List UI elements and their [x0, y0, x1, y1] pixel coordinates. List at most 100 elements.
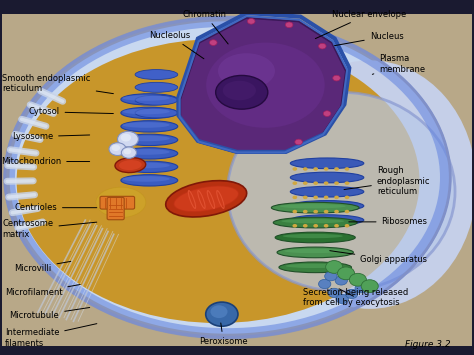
Text: Nucleolus: Nucleolus [149, 31, 204, 59]
Circle shape [313, 167, 318, 171]
Ellipse shape [218, 53, 275, 89]
Ellipse shape [119, 160, 142, 170]
Text: Centrosome
matrix: Centrosome matrix [2, 219, 97, 239]
Ellipse shape [96, 187, 146, 217]
Circle shape [324, 167, 328, 171]
Ellipse shape [275, 232, 356, 243]
Ellipse shape [228, 92, 455, 291]
Circle shape [292, 196, 297, 199]
Text: Peroxisome: Peroxisome [199, 323, 248, 346]
Bar [472, 0, 474, 355]
Ellipse shape [122, 136, 170, 141]
Ellipse shape [174, 186, 238, 212]
Bar [0, 0, 474, 14]
FancyBboxPatch shape [107, 197, 124, 220]
Ellipse shape [283, 234, 343, 238]
Circle shape [337, 267, 355, 280]
Circle shape [303, 167, 308, 171]
Ellipse shape [17, 39, 419, 323]
Circle shape [292, 167, 297, 171]
Ellipse shape [122, 122, 170, 128]
Ellipse shape [135, 95, 178, 105]
Ellipse shape [271, 202, 359, 213]
Ellipse shape [279, 262, 352, 273]
Circle shape [109, 143, 126, 155]
Text: Rough
endoplasmic
reticulum: Rough endoplasmic reticulum [344, 166, 430, 196]
Bar [0, 0, 2, 355]
Circle shape [334, 181, 339, 185]
Circle shape [326, 261, 343, 273]
Circle shape [323, 111, 331, 116]
Ellipse shape [122, 163, 170, 168]
Ellipse shape [290, 215, 364, 225]
Circle shape [313, 196, 318, 199]
Circle shape [210, 305, 228, 318]
Ellipse shape [122, 149, 170, 155]
Circle shape [206, 302, 238, 326]
Circle shape [313, 224, 318, 228]
Circle shape [361, 280, 378, 293]
Ellipse shape [290, 172, 364, 183]
Circle shape [328, 288, 340, 297]
Circle shape [313, 181, 318, 185]
Text: Ribosomes: Ribosomes [349, 217, 428, 226]
Ellipse shape [135, 70, 178, 80]
Ellipse shape [135, 82, 178, 92]
Bar [0, 346, 474, 355]
Text: Lysosome: Lysosome [12, 132, 90, 141]
Text: Figure 3.2: Figure 3.2 [405, 340, 451, 349]
Circle shape [292, 210, 297, 213]
Circle shape [292, 181, 297, 185]
Circle shape [325, 272, 337, 281]
Ellipse shape [166, 181, 246, 217]
Circle shape [121, 147, 137, 158]
Circle shape [336, 294, 348, 304]
Ellipse shape [121, 148, 178, 159]
Text: Intermediate
filaments: Intermediate filaments [5, 324, 97, 348]
Ellipse shape [263, 60, 474, 309]
Circle shape [295, 139, 302, 145]
Ellipse shape [121, 134, 178, 146]
Circle shape [345, 167, 349, 171]
Ellipse shape [135, 108, 178, 118]
Ellipse shape [273, 217, 357, 228]
Ellipse shape [122, 95, 170, 101]
Circle shape [333, 75, 340, 81]
Circle shape [111, 144, 120, 151]
Ellipse shape [121, 121, 178, 132]
Ellipse shape [122, 109, 170, 114]
Text: Microvilli: Microvilli [14, 261, 71, 273]
Circle shape [319, 43, 326, 49]
Ellipse shape [121, 161, 178, 173]
Ellipse shape [286, 264, 340, 268]
Text: Plasma
membrane: Plasma membrane [373, 54, 425, 74]
Ellipse shape [115, 158, 146, 173]
Text: Microtubule: Microtubule [9, 307, 90, 321]
Ellipse shape [121, 94, 178, 105]
Text: Golgi apparatus: Golgi apparatus [330, 251, 427, 264]
Text: Centrioles: Centrioles [14, 203, 97, 212]
Text: Nuclear envelope: Nuclear envelope [315, 10, 406, 39]
Circle shape [345, 210, 349, 213]
Circle shape [334, 210, 339, 213]
Circle shape [345, 196, 349, 199]
Circle shape [124, 149, 131, 154]
Text: Cytosol: Cytosol [28, 107, 113, 116]
Circle shape [355, 284, 367, 293]
Ellipse shape [121, 175, 178, 186]
Polygon shape [180, 18, 346, 153]
Circle shape [324, 181, 328, 185]
Circle shape [345, 224, 349, 228]
Circle shape [335, 276, 347, 285]
Circle shape [334, 196, 339, 199]
Circle shape [319, 279, 331, 289]
Text: Secretion being released
from cell by exocytosis: Secretion being released from cell by ex… [303, 288, 409, 307]
Ellipse shape [277, 247, 353, 258]
Text: Nucleus: Nucleus [335, 32, 403, 46]
Circle shape [303, 210, 308, 213]
Circle shape [210, 40, 217, 45]
Circle shape [346, 289, 358, 299]
Ellipse shape [282, 219, 344, 223]
Circle shape [334, 167, 339, 171]
Ellipse shape [290, 201, 364, 211]
